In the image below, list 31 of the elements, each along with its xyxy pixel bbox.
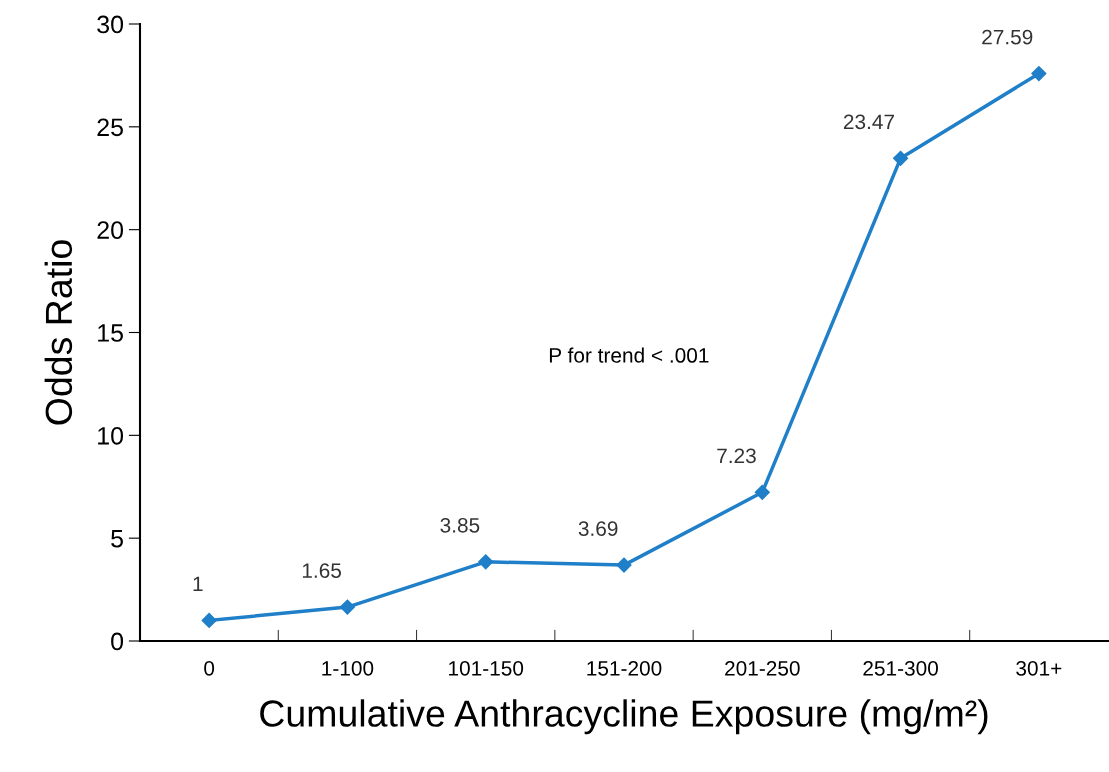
- point: [339, 599, 355, 615]
- x-tick-label: 201-250: [725, 660, 800, 676]
- x-tick-label: 0: [204, 660, 215, 676]
- y-tick-label: 5: [111, 530, 123, 548]
- data-label: 3.85: [440, 517, 480, 533]
- data-label: 27.59: [982, 29, 1033, 45]
- x-tick-label: 151-200: [587, 660, 662, 676]
- y-tick-label: 0: [111, 632, 124, 651]
- data-label: 23.47: [843, 114, 894, 130]
- data-label: 1.65: [302, 563, 341, 578]
- point: [1031, 65, 1047, 82]
- y-tick-label: 15: [98, 324, 123, 342]
- x-axis-title: Cumulative Anthracycline Exposure (mg/m²): [260, 699, 988, 735]
- point: [616, 557, 632, 573]
- y-tick-label: 25: [97, 118, 123, 137]
- data-label: 3.69: [578, 521, 618, 536]
- point: [201, 612, 217, 629]
- point: [478, 554, 494, 570]
- point: [893, 150, 909, 166]
- y-tick-label: 30: [97, 15, 124, 34]
- x-tick-label: 1-100: [322, 660, 374, 676]
- data-label: 1: [193, 576, 203, 592]
- y-axis-title: Odds Ratio: [44, 240, 73, 425]
- point: [754, 484, 770, 500]
- y-tick-label: 20: [97, 221, 124, 239]
- x-tick-label: 101-150: [449, 660, 524, 676]
- x-tick-label: 251-300: [863, 660, 938, 676]
- y-tick-label: 10: [98, 426, 124, 445]
- annotation: P for trend < .001: [549, 347, 709, 363]
- data-label: 7.23: [717, 448, 756, 464]
- x-tick-label: 301+: [1016, 660, 1062, 676]
